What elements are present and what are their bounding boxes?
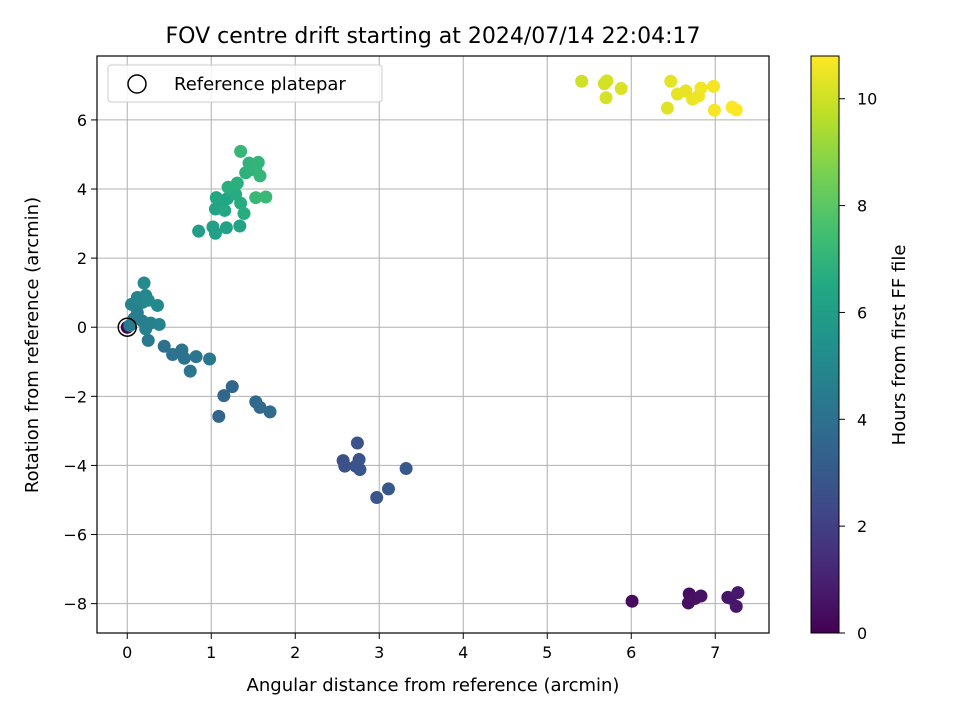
data-point [203, 352, 217, 366]
x-tick-label: 5 [542, 643, 552, 662]
data-point [141, 333, 155, 347]
data-point [183, 364, 197, 378]
y-axis-label: Rotation from reference (arcmin) [22, 197, 43, 493]
y-tick-label: 4 [77, 180, 87, 199]
colorbar-tick-label: 8 [857, 197, 867, 216]
data-point [399, 462, 413, 476]
x-tick-label: 6 [626, 643, 636, 662]
data-point [230, 176, 244, 190]
data-point [350, 436, 364, 450]
data-point [137, 276, 151, 290]
data-point [253, 400, 267, 414]
data-point [177, 351, 191, 365]
x-tick-label: 4 [458, 643, 468, 662]
y-tick-label: −4 [63, 456, 87, 475]
data-point [150, 298, 164, 312]
data-point [237, 207, 251, 221]
data-point [233, 219, 247, 233]
data-point [189, 350, 203, 364]
data-point [234, 144, 248, 158]
plot-frame [96, 55, 770, 634]
y-tick-label: −8 [63, 595, 87, 614]
data-point [660, 101, 674, 115]
legend-marker-circle [127, 74, 147, 94]
colorbar: 0 2 4 6 8 10 Hours from first FF file [810, 55, 910, 643]
data-point [707, 103, 721, 117]
colorbar-tick-label: 2 [857, 517, 867, 536]
colorbar-gradient [811, 56, 839, 633]
legend-entry-label: Reference platepar [174, 74, 346, 95]
colorbar-tick-label: 6 [857, 303, 867, 322]
grid-lines [97, 56, 769, 633]
x-axis-ticks: 0 1 2 3 4 5 6 7 [122, 633, 720, 662]
legend: Reference platepar [107, 64, 383, 103]
data-point [209, 191, 223, 205]
data-point [152, 317, 166, 331]
data-point [599, 91, 613, 105]
y-tick-label: 0 [77, 318, 87, 337]
data-point [263, 405, 277, 419]
data-point [253, 169, 267, 183]
data-point [381, 482, 395, 496]
x-tick-label: 0 [122, 643, 132, 662]
data-point [353, 463, 367, 477]
data-points [117, 74, 745, 613]
data-point [600, 74, 614, 88]
data-point [192, 224, 206, 238]
data-point [614, 81, 628, 95]
x-axis-label: Angular distance from reference (arcmin) [247, 675, 620, 696]
colorbar-tick-label: 4 [857, 410, 867, 429]
data-point [225, 380, 239, 394]
data-point [731, 586, 745, 600]
chart-title: FOV centre drift starting at 2024/07/14 … [166, 24, 701, 49]
data-point [251, 155, 265, 169]
data-point [729, 103, 743, 117]
data-point [694, 81, 708, 95]
data-point [625, 594, 639, 608]
data-point [575, 74, 589, 88]
x-tick-label: 1 [206, 643, 216, 662]
data-point [259, 190, 273, 204]
data-point [707, 79, 721, 93]
data-point [370, 491, 384, 505]
y-tick-label: 6 [77, 111, 87, 130]
legend-box [107, 64, 383, 103]
data-point [157, 339, 171, 353]
data-point [664, 74, 678, 88]
colorbar-tick-label: 10 [857, 90, 877, 109]
colorbar-frame [810, 55, 840, 634]
reference-platepar-marker [117, 317, 137, 337]
x-tick-label: 2 [290, 643, 300, 662]
x-tick-label: 3 [374, 643, 384, 662]
data-point [218, 203, 232, 217]
data-point [217, 389, 231, 403]
data-point [219, 221, 233, 235]
y-tick-label: 2 [77, 249, 87, 268]
x-tick-label: 7 [710, 643, 720, 662]
data-point [338, 459, 352, 473]
data-point [694, 589, 708, 603]
data-point [212, 409, 226, 423]
data-point [208, 226, 222, 240]
colorbar-label: Hours from first FF file [889, 245, 910, 446]
y-tick-label: −6 [63, 526, 87, 545]
y-axis-ticks: −8 −6 −4 −2 0 2 4 6 [63, 111, 97, 614]
y-tick-label: −2 [63, 387, 87, 406]
colorbar-tick-label: 0 [857, 624, 867, 643]
data-point [234, 196, 248, 210]
data-point [249, 191, 263, 205]
data-point [729, 599, 743, 613]
colorbar-ticks: 0 2 4 6 8 10 [839, 90, 877, 643]
